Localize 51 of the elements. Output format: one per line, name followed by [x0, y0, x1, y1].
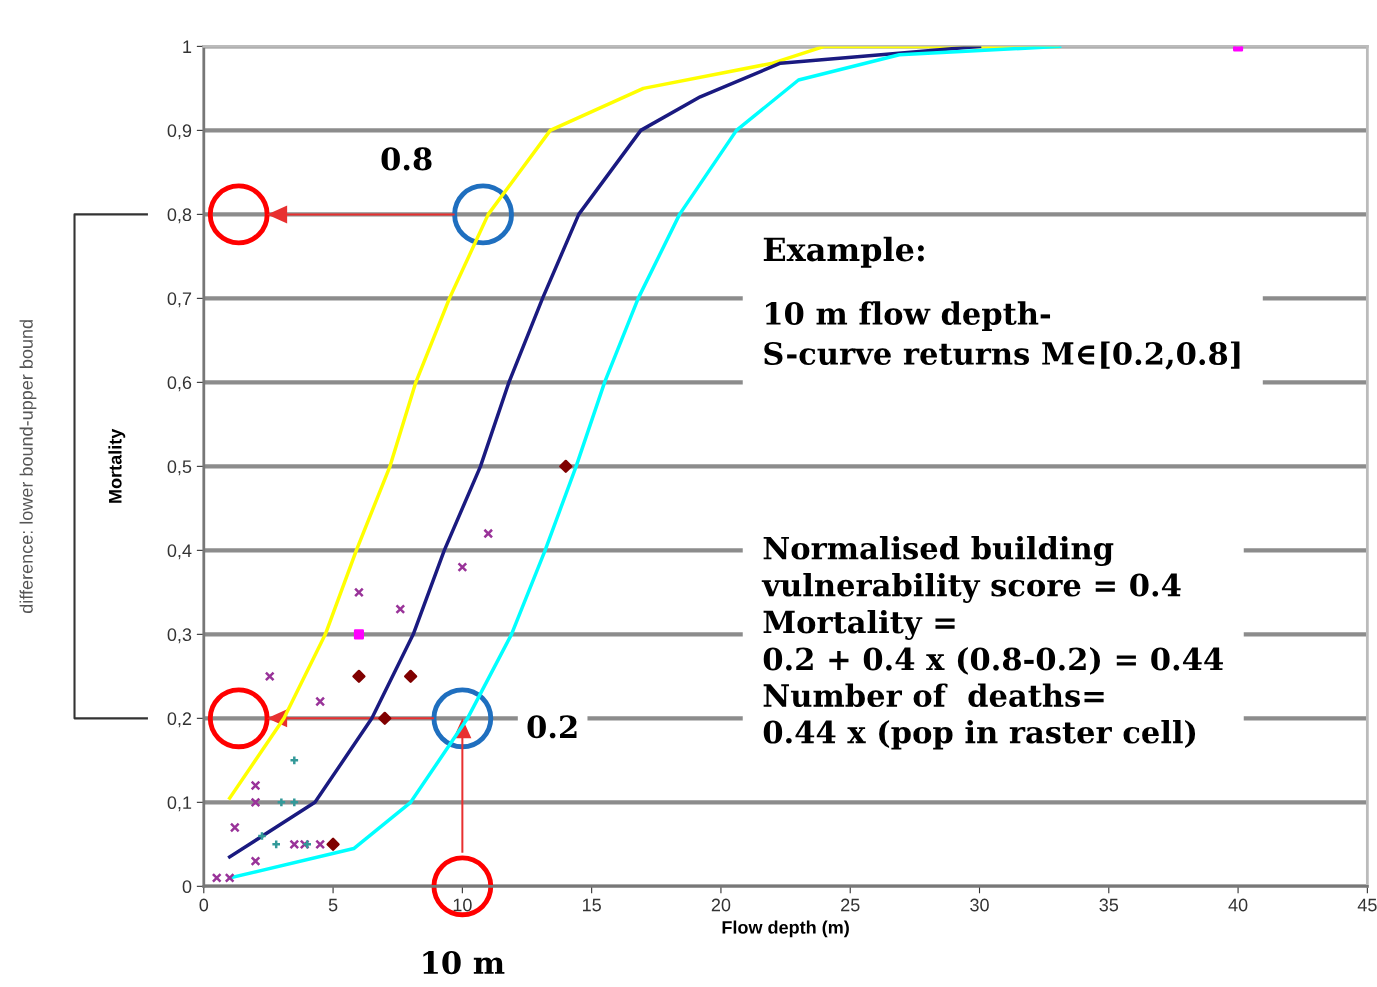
point [211, 872, 222, 883]
text: difference: lower bound-upper bound [19, 320, 37, 613]
x-tick-label: 30 [970, 898, 989, 912]
annotation: Example: [763, 236, 924, 268]
y-tick-label: 0,1 [167, 796, 192, 812]
x-tick-label: 35 [1099, 898, 1119, 912]
x-tick-label: 5 [328, 898, 338, 912]
x-tick-label: 10 [453, 898, 472, 912]
point [315, 839, 326, 850]
point [289, 797, 300, 808]
point [250, 797, 261, 808]
text: 10 m [423, 951, 505, 975]
x-tick-label: 40 [1228, 898, 1248, 912]
y-tick-label: 0,3 [167, 628, 192, 644]
y-tick-label: 0,5 [167, 460, 192, 476]
point [353, 587, 364, 598]
point [289, 755, 300, 766]
point [224, 872, 235, 883]
point [250, 856, 261, 867]
x-tick-label: 0 [199, 898, 209, 912]
y-tick-label: 0,7 [167, 292, 192, 308]
point [457, 562, 468, 573]
point [326, 837, 340, 851]
point [250, 780, 261, 791]
annotation: Normalised building vulnerability score = 0.4 Mortality = 0.2 + 0.4 x (0.8-0.2) = 0.44 Number of deaths= 0.44 x (pop in raster cell) [761, 535, 1223, 750]
y-tick-label: 0 [182, 880, 192, 894]
y-tick-label: 0,6 [167, 376, 192, 392]
x-tick-label: 20 [711, 898, 731, 912]
y-tick-label: 1 [183, 40, 192, 53]
point [559, 459, 573, 473]
y-tick-label: 0,8 [167, 208, 192, 224]
annotation: 10 m flow depth- S-curve returns M∈[0.2,0.8] [764, 301, 1240, 370]
point [378, 711, 392, 725]
point [483, 528, 494, 539]
y-axis-title: Mortality [108, 428, 126, 503]
annotation: 0.2 [527, 715, 577, 739]
x-tick-label: 45 [1357, 898, 1377, 912]
point [353, 629, 364, 640]
y-tick-label: 0,4 [167, 544, 192, 560]
x-tick-label: 25 [841, 898, 860, 912]
x-axis-title: Flow depth (m) [722, 920, 849, 938]
annotation: 0.8 [381, 147, 432, 171]
x-tick-label: 15 [582, 898, 601, 912]
point [315, 696, 326, 707]
point [229, 822, 240, 833]
point [404, 669, 418, 683]
point [395, 604, 406, 615]
point [264, 671, 275, 682]
point [352, 669, 366, 683]
y-tick-label: 0,2 [167, 712, 192, 728]
y-tick-label: 0,9 [167, 124, 192, 140]
